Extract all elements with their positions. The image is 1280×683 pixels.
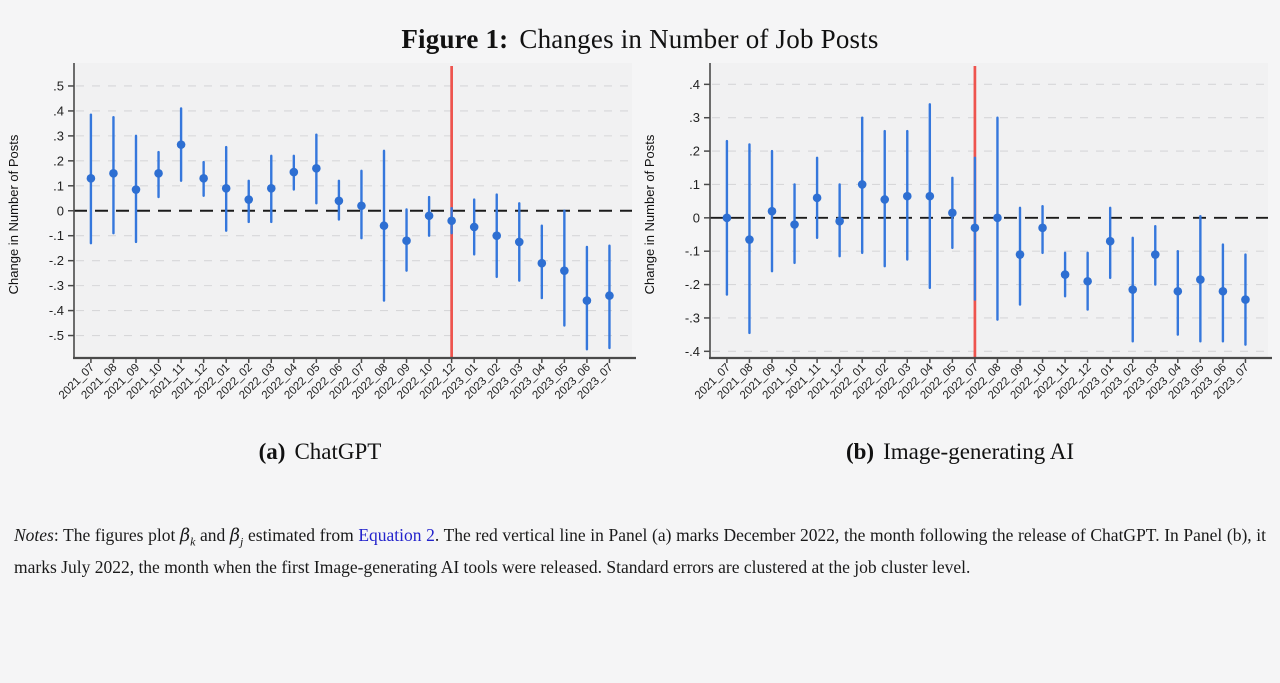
point-estimate [582, 296, 592, 305]
y-tick-label: .4 [689, 77, 700, 92]
y-tick-label: -.1 [685, 244, 700, 259]
notes-label: Notes [14, 525, 54, 545]
point-estimate [812, 193, 822, 203]
y-tick-label: -.4 [685, 344, 700, 359]
y-tick-label: .2 [53, 153, 64, 168]
point-estimate [767, 206, 777, 216]
y-tick-label: .3 [53, 128, 64, 143]
y-tick-label: -.1 [49, 228, 64, 243]
y-tick-label: -.4 [49, 303, 64, 318]
y-tick-label: .5 [53, 78, 64, 93]
y-tick-label: .4 [53, 103, 64, 118]
point-estimate [199, 174, 208, 183]
caption-panel-b: (b) Image-generating AI [640, 439, 1280, 465]
y-tick-label: 0 [693, 210, 700, 225]
point-estimate [1060, 270, 1070, 279]
point-estimate [289, 167, 299, 177]
point-estimate [745, 235, 754, 244]
point-estimate [925, 191, 935, 201]
point-estimate [424, 211, 434, 221]
figure-title-text: Changes in Number of Job Posts [519, 24, 879, 54]
point-estimate [154, 169, 163, 178]
point-estimate [469, 222, 479, 232]
point-estimate [993, 213, 1002, 223]
point-estimate [86, 174, 96, 183]
y-tick-label: -.5 [49, 328, 64, 343]
chart-panel-b: .4.3.2.10-.1-.2-.3-.42021_072021_082021_… [642, 63, 1272, 402]
beta-subscript: k [190, 534, 196, 549]
point-estimate [379, 221, 389, 231]
chart-panel-a: .5.4.3.2.10-.1-.2-.3-.4-.52021_072021_08… [6, 63, 636, 402]
point-estimate [790, 220, 799, 229]
point-estimate [835, 216, 844, 226]
point-estimate [1038, 223, 1047, 233]
point-estimate [857, 180, 867, 189]
point-estimate [492, 231, 502, 241]
y-axis-title: Change in Number of Posts [642, 134, 657, 294]
caption-a-label: (a) [258, 439, 286, 464]
captions-row: (a) ChatGPT (b) Image-generating AI [0, 439, 1280, 465]
point-estimate [266, 183, 276, 193]
point-estimate [970, 223, 980, 233]
point-estimate [1173, 286, 1183, 296]
y-tick-label: .1 [53, 178, 64, 193]
point-estimate [1128, 285, 1138, 294]
notes-text: and [195, 525, 230, 545]
point-estimate [560, 266, 569, 275]
point-estimate [605, 291, 614, 300]
point-estimate [244, 195, 254, 204]
point-estimate [722, 213, 732, 223]
y-tick-label: -.2 [685, 277, 700, 292]
point-estimate [221, 183, 231, 193]
point-estimate [334, 196, 344, 206]
point-estimate [1015, 250, 1025, 259]
point-estimate [1083, 276, 1092, 286]
y-tick-label: .3 [689, 110, 700, 125]
point-estimate [902, 191, 912, 201]
caption-a-text: ChatGPT [294, 439, 382, 464]
point-estimate [131, 185, 141, 194]
point-estimate [312, 164, 321, 173]
y-tick-label: 0 [57, 203, 64, 218]
notes-text: : The figures plot [53, 525, 180, 545]
plot-area [710, 63, 1268, 358]
figure-title: Figure 1: Changes in Number of Job Posts [0, 0, 1280, 55]
point-estimate [1150, 250, 1160, 259]
y-tick-label: .2 [689, 144, 700, 159]
caption-b-text: Image-generating AI [883, 439, 1075, 464]
point-estimate [948, 208, 957, 218]
figure-notes: Notes: The figures plot βk and βj estima… [14, 523, 1266, 581]
caption-b-label: (b) [845, 439, 875, 464]
point-estimate [176, 140, 186, 149]
point-estimate [1218, 286, 1228, 296]
point-estimate [1105, 236, 1115, 246]
y-axis-title: Change in Number of Posts [6, 134, 21, 294]
y-tick-label: -.3 [49, 278, 64, 293]
point-estimate [447, 216, 456, 226]
equation-link[interactable]: Equation 2 [358, 525, 435, 545]
notes-text: estimated from [243, 525, 359, 545]
point-estimate [402, 236, 411, 246]
figure-page: Figure 1: Changes in Number of Job Posts … [0, 0, 1280, 581]
beta-symbol: β [179, 526, 191, 546]
caption-panel-a: (a) ChatGPT [0, 439, 640, 465]
point-estimate [880, 195, 890, 204]
beta-symbol: β [229, 526, 241, 546]
y-tick-label: -.3 [685, 310, 700, 325]
point-estimate [514, 237, 524, 247]
figure-number-label: Figure 1: [401, 24, 509, 54]
point-estimate [1196, 275, 1205, 284]
beta-subscript: j [240, 534, 244, 549]
notes-text: . The red vertical line in Panel (a) mar… [14, 525, 1267, 577]
point-estimate [109, 169, 118, 178]
charts-row: .5.4.3.2.1 0 -.1 -.2 -.3 -.4 -.5 2021_07 2021_08… [0, 63, 1280, 431]
y-tick-label: .1 [689, 177, 700, 192]
y-tick-label: -.2 [49, 253, 64, 268]
point-estimate [537, 258, 547, 268]
point-estimate [357, 201, 366, 211]
point-estimate [1241, 295, 1250, 304]
